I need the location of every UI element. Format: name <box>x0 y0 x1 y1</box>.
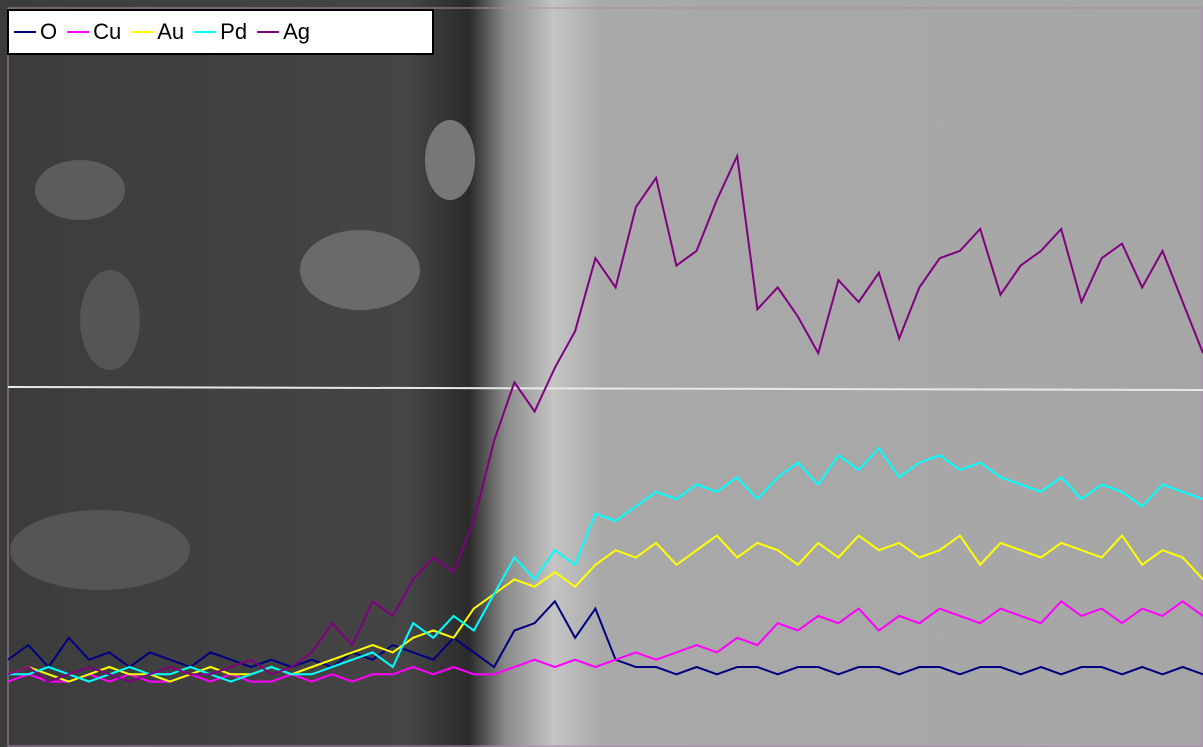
series-line <box>7 599 1203 683</box>
sem-feature <box>300 230 420 310</box>
series-line <box>7 534 1203 683</box>
legend-label: Ag <box>283 19 310 44</box>
legend-label: Au <box>157 19 184 44</box>
sem-feature <box>35 160 125 220</box>
legend-label: Cu <box>93 19 121 44</box>
series-line <box>7 599 1203 676</box>
series-line <box>8 446 1203 683</box>
legend-label: Pd <box>220 19 247 44</box>
sem-feature <box>80 270 140 370</box>
series-line <box>7 152 1203 683</box>
sem-feature <box>10 510 190 590</box>
frame <box>7 7 1203 747</box>
scan-line <box>7 386 1203 391</box>
legend: O Cu Au Pd Ag <box>7 9 434 55</box>
sem-feature <box>425 120 475 200</box>
legend-label: O <box>40 19 57 44</box>
plot <box>7 152 1203 683</box>
